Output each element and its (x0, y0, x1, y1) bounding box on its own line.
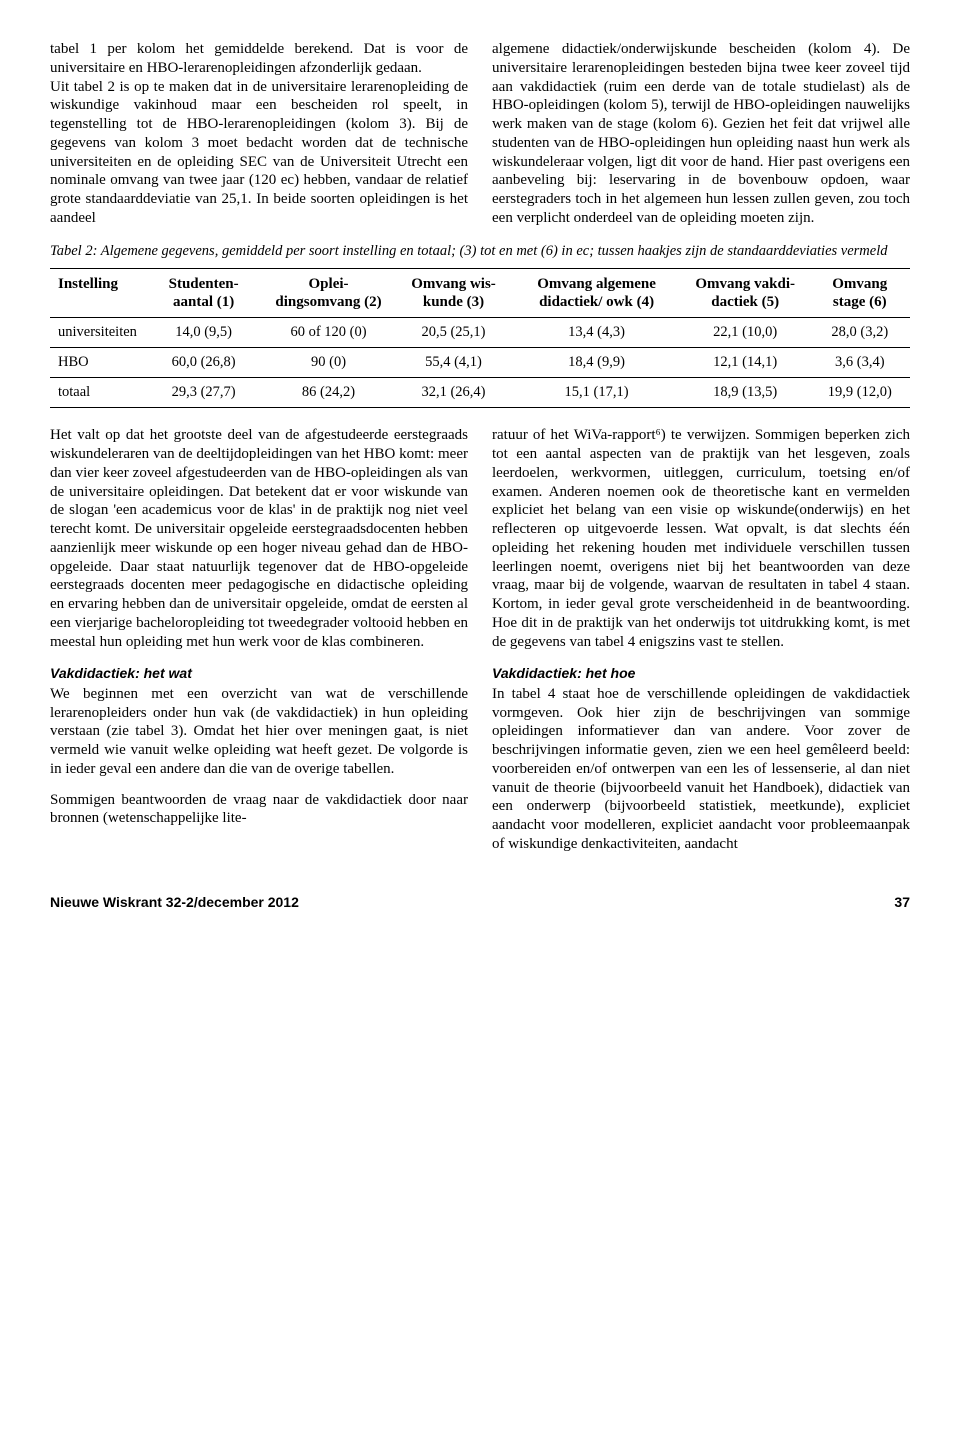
top-text-block: tabel 1 per kolom het gemiddelde bereken… (50, 40, 910, 228)
body-paragraph: tabel 1 per kolom het gemiddelde bereken… (50, 40, 468, 78)
cell: 18,9 (13,5) (681, 378, 810, 408)
cell: 18,4 (9,9) (512, 348, 681, 378)
cell: 19,9 (12,0) (810, 378, 910, 408)
table-row: universiteiten 14,0 (9,5) 60 of 120 (0) … (50, 318, 910, 348)
body-paragraph: We beginnen met een overzicht van wat de… (50, 685, 468, 779)
page-footer: Nieuwe Wiskrant 32-2/december 2012 37 (50, 894, 910, 910)
footer-journal: Nieuwe Wiskrant 32-2/december 2012 (50, 894, 299, 910)
col-header: Omvang vakdi-dactiek (5) (681, 269, 810, 318)
body-paragraph: Sommigen beantwoorden de vraag naar de v… (50, 791, 468, 829)
table-row: HBO 60,0 (26,8) 90 (0) 55,4 (4,1) 18,4 (… (50, 348, 910, 378)
body-paragraph: In tabel 4 staat hoe de verschillende op… (492, 685, 910, 854)
table-caption: Tabel 2: Algemene gegevens, gemiddeld pe… (50, 242, 910, 261)
subheading: Vakdidactiek: het hoe (492, 665, 910, 683)
cell: 60,0 (26,8) (145, 348, 262, 378)
table-row: totaal 29,3 (27,7) 86 (24,2) 32,1 (26,4)… (50, 378, 910, 408)
cell: 13,4 (4,3) (512, 318, 681, 348)
col-header: Omvang stage (6) (810, 269, 910, 318)
cell: 15,1 (17,1) (512, 378, 681, 408)
body-paragraph: Het valt op dat het grootste deel van de… (50, 426, 468, 651)
cell: universiteiten (50, 318, 145, 348)
subheading: Vakdidactiek: het wat (50, 665, 468, 683)
bottom-text-block: Het valt op dat het grootste deel van de… (50, 426, 910, 853)
cell: 12,1 (14,1) (681, 348, 810, 378)
cell: 28,0 (3,2) (810, 318, 910, 348)
body-paragraph: ratuur of het WiVa-rapport⁶) te verwijze… (492, 426, 910, 651)
cell: 3,6 (3,4) (810, 348, 910, 378)
body-paragraph: Uit tabel 2 is op te maken dat in de uni… (50, 78, 468, 228)
cell: HBO (50, 348, 145, 378)
col-header: Omvang algemene didactiek/ owk (4) (512, 269, 681, 318)
body-paragraph: algemene didactiek/onderwijskunde besche… (492, 40, 910, 228)
cell: 20,5 (25,1) (395, 318, 513, 348)
col-header: Omvang wis-kunde (3) (395, 269, 513, 318)
table-header-row: Instelling Studenten-aantal (1) Oplei-di… (50, 269, 910, 318)
cell: 55,4 (4,1) (395, 348, 513, 378)
cell: 29,3 (27,7) (145, 378, 262, 408)
col-header: Studenten-aantal (1) (145, 269, 262, 318)
cell: 22,1 (10,0) (681, 318, 810, 348)
col-header: Instelling (50, 269, 145, 318)
cell: totaal (50, 378, 145, 408)
cell: 32,1 (26,4) (395, 378, 513, 408)
table-2: Instelling Studenten-aantal (1) Oplei-di… (50, 268, 910, 408)
cell: 60 of 120 (0) (262, 318, 394, 348)
cell: 86 (24,2) (262, 378, 394, 408)
cell: 14,0 (9,5) (145, 318, 262, 348)
col-header: Oplei-dingsomvang (2) (262, 269, 394, 318)
footer-page-number: 37 (894, 894, 910, 910)
cell: 90 (0) (262, 348, 394, 378)
